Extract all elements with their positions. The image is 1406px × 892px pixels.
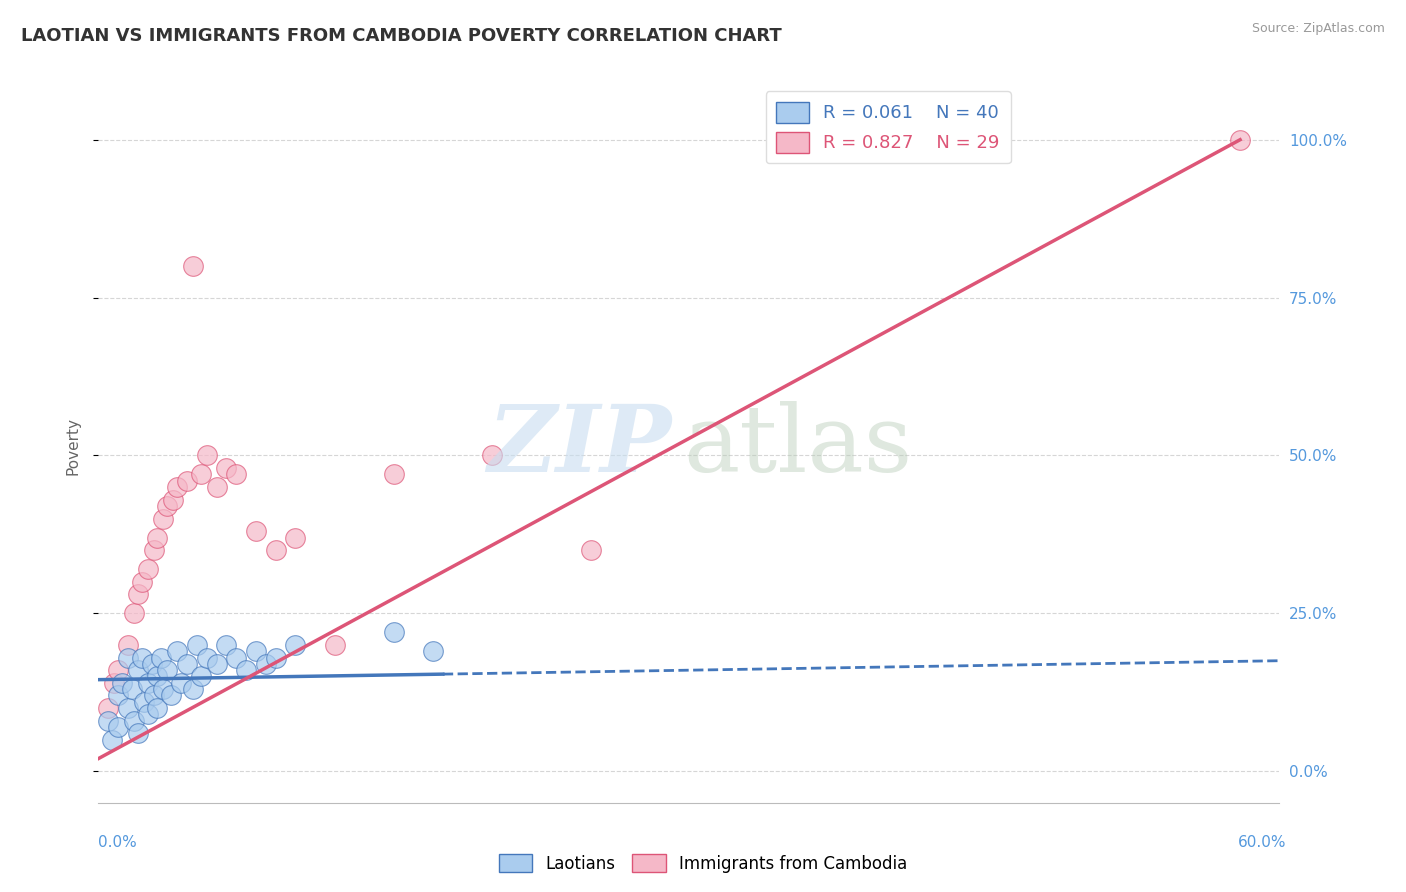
Point: [156, 499, 179, 513]
Point: [97, 714, 120, 728]
Point: [176, 474, 198, 488]
Point: [150, 650, 173, 665]
Point: [122, 607, 145, 621]
Point: [284, 531, 307, 545]
Point: [127, 587, 149, 601]
Point: [205, 657, 228, 671]
Text: ZIP: ZIP: [486, 401, 671, 491]
Point: [142, 543, 165, 558]
Point: [579, 543, 602, 558]
Point: [382, 625, 405, 640]
Point: [166, 644, 188, 658]
Point: [162, 492, 184, 507]
Point: [1229, 133, 1251, 147]
Text: LAOTIAN VS IMMIGRANTS FROM CAMBODIA POVERTY CORRELATION CHART: LAOTIAN VS IMMIGRANTS FROM CAMBODIA POVE…: [21, 27, 782, 45]
Point: [245, 644, 267, 658]
Point: [166, 480, 188, 494]
Point: [131, 574, 153, 589]
Point: [382, 467, 405, 482]
Point: [97, 701, 120, 715]
Point: [186, 638, 208, 652]
Y-axis label: Poverty: Poverty: [65, 417, 80, 475]
Point: [323, 638, 346, 652]
Point: [117, 638, 139, 652]
Point: [127, 663, 149, 677]
Point: [141, 657, 163, 671]
Point: [422, 644, 444, 658]
Point: [245, 524, 267, 539]
Point: [146, 701, 169, 715]
Point: [152, 511, 174, 525]
Point: [121, 682, 143, 697]
Point: [136, 675, 159, 690]
Point: [481, 449, 503, 463]
Point: [101, 732, 124, 747]
Point: [181, 682, 204, 697]
Point: [152, 682, 174, 697]
Point: [215, 638, 238, 652]
Point: [264, 543, 287, 558]
Point: [190, 467, 212, 482]
Point: [190, 669, 212, 683]
Point: [122, 714, 145, 728]
Point: [176, 657, 198, 671]
Point: [131, 650, 153, 665]
Point: [142, 689, 165, 703]
Legend: Laotians, Immigrants from Cambodia: Laotians, Immigrants from Cambodia: [492, 847, 914, 880]
Point: [103, 675, 125, 690]
Point: [132, 695, 155, 709]
Text: atlas: atlas: [683, 401, 912, 491]
Text: 60.0%: 60.0%: [1239, 836, 1286, 850]
Point: [117, 701, 139, 715]
Point: [160, 689, 183, 703]
Point: [235, 663, 257, 677]
Point: [117, 650, 139, 665]
Point: [136, 707, 159, 722]
Point: [107, 689, 129, 703]
Point: [195, 650, 218, 665]
Point: [136, 562, 159, 576]
Point: [107, 663, 129, 677]
Point: [107, 720, 129, 734]
Point: [225, 467, 247, 482]
Text: Source: ZipAtlas.com: Source: ZipAtlas.com: [1251, 22, 1385, 36]
Point: [205, 480, 228, 494]
Point: [215, 461, 238, 475]
Point: [254, 657, 277, 671]
Point: [284, 638, 307, 652]
Point: [146, 531, 169, 545]
Point: [181, 259, 204, 273]
Point: [127, 726, 149, 740]
Point: [264, 650, 287, 665]
Point: [195, 449, 218, 463]
Point: [146, 669, 169, 683]
Text: 0.0%: 0.0%: [98, 836, 138, 850]
Point: [225, 650, 247, 665]
Legend: R = 0.061    N = 40, R = 0.827    N = 29: R = 0.061 N = 40, R = 0.827 N = 29: [766, 91, 1011, 163]
Point: [111, 675, 134, 690]
Point: [156, 663, 179, 677]
Point: [170, 675, 193, 690]
